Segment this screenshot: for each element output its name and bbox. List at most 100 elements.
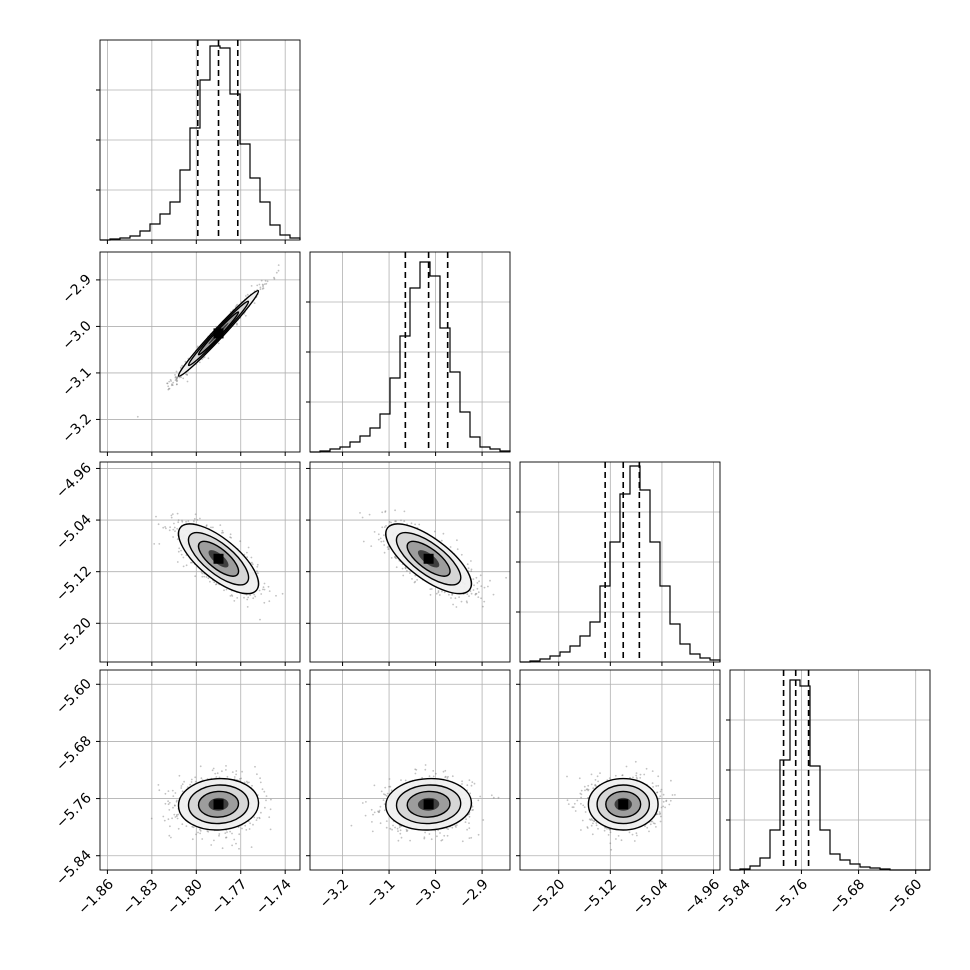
sample-point xyxy=(241,770,244,773)
sample-point xyxy=(454,825,457,827)
sample-point xyxy=(440,539,443,542)
sample-point xyxy=(400,779,402,781)
sample-point xyxy=(406,829,409,832)
sample-point xyxy=(461,783,463,785)
sample-point xyxy=(436,835,438,838)
density-peak xyxy=(213,799,224,810)
sample-point xyxy=(236,303,239,306)
sample-point xyxy=(174,804,176,807)
sample-point xyxy=(215,583,218,585)
sample-point xyxy=(157,523,160,526)
sample-point xyxy=(251,561,253,564)
sample-point xyxy=(180,553,183,556)
sample-point xyxy=(470,784,473,787)
sample-point xyxy=(219,524,222,526)
sample-point xyxy=(197,831,199,834)
sample-point xyxy=(469,792,472,795)
sample-point xyxy=(455,824,458,826)
sample-point xyxy=(259,288,262,291)
sample-point xyxy=(444,776,446,778)
sample-point xyxy=(171,383,173,386)
sample-point xyxy=(584,789,586,792)
sample-point xyxy=(167,818,170,821)
sample-point xyxy=(235,842,237,845)
sample-point xyxy=(477,591,480,594)
sample-point xyxy=(391,828,393,831)
sample-point xyxy=(487,585,489,588)
sample-point xyxy=(207,357,210,360)
sample-point xyxy=(454,597,457,600)
sample-point xyxy=(281,592,284,595)
sample-point xyxy=(264,279,267,282)
sample-point xyxy=(390,521,392,524)
sample-point xyxy=(428,775,431,778)
sample-point xyxy=(604,826,606,829)
sample-point xyxy=(466,593,469,596)
sample-point xyxy=(373,784,376,787)
panel-frame-1-2 xyxy=(309,461,511,663)
sample-point xyxy=(176,379,179,382)
sample-point xyxy=(231,832,233,835)
sample-point xyxy=(233,600,236,602)
sample-point xyxy=(268,600,271,603)
sample-point xyxy=(423,837,426,840)
sample-point xyxy=(177,827,180,830)
sample-point xyxy=(443,834,446,837)
sample-point xyxy=(177,521,180,524)
sample-point xyxy=(243,781,246,784)
sample-point xyxy=(171,384,174,386)
sample-point xyxy=(261,288,264,290)
sample-point xyxy=(384,510,387,512)
sample-point xyxy=(359,512,361,514)
sample-point xyxy=(183,780,186,783)
sample-point xyxy=(414,523,416,526)
sample-point xyxy=(265,282,268,285)
sample-point xyxy=(449,546,452,548)
sample-point xyxy=(211,769,214,772)
sample-point xyxy=(589,819,592,821)
sample-point xyxy=(370,545,373,547)
sample-point xyxy=(229,830,232,833)
sample-point xyxy=(645,767,648,770)
sample-point xyxy=(277,264,280,266)
sample-point xyxy=(395,557,398,560)
sample-point xyxy=(250,285,253,287)
sample-point xyxy=(254,765,256,768)
sample-point xyxy=(200,571,203,573)
sample-point xyxy=(173,813,176,816)
sample-point xyxy=(470,570,473,572)
sample-point xyxy=(184,360,187,363)
sample-point xyxy=(172,806,174,809)
sample-point xyxy=(177,519,180,521)
sample-point xyxy=(404,779,407,782)
sample-point xyxy=(170,516,173,519)
sample-point xyxy=(236,323,238,326)
sample-point xyxy=(172,795,175,797)
sample-point xyxy=(255,819,258,821)
sample-point xyxy=(256,563,259,566)
sample-point xyxy=(190,781,193,783)
sample-point xyxy=(414,768,417,771)
sample-point xyxy=(467,567,470,570)
sample-point xyxy=(444,775,447,778)
sample-point xyxy=(389,785,392,788)
sample-point xyxy=(591,833,594,836)
sample-point xyxy=(383,809,386,812)
sample-point xyxy=(158,789,161,792)
sample-point xyxy=(595,822,598,824)
sample-point xyxy=(265,799,267,802)
sample-point xyxy=(221,770,223,773)
sample-point xyxy=(424,768,427,771)
sample-point xyxy=(171,789,174,792)
sample-point xyxy=(428,833,431,835)
sample-point xyxy=(185,564,188,567)
sample-point xyxy=(209,580,211,583)
sample-point xyxy=(567,803,570,805)
panel-frame-0-3 xyxy=(99,669,301,871)
density-peak xyxy=(213,328,224,339)
sample-point xyxy=(176,377,178,380)
sample-point xyxy=(381,511,384,514)
sample-point xyxy=(370,808,373,811)
sample-point xyxy=(373,811,376,814)
sample-point xyxy=(399,829,402,832)
